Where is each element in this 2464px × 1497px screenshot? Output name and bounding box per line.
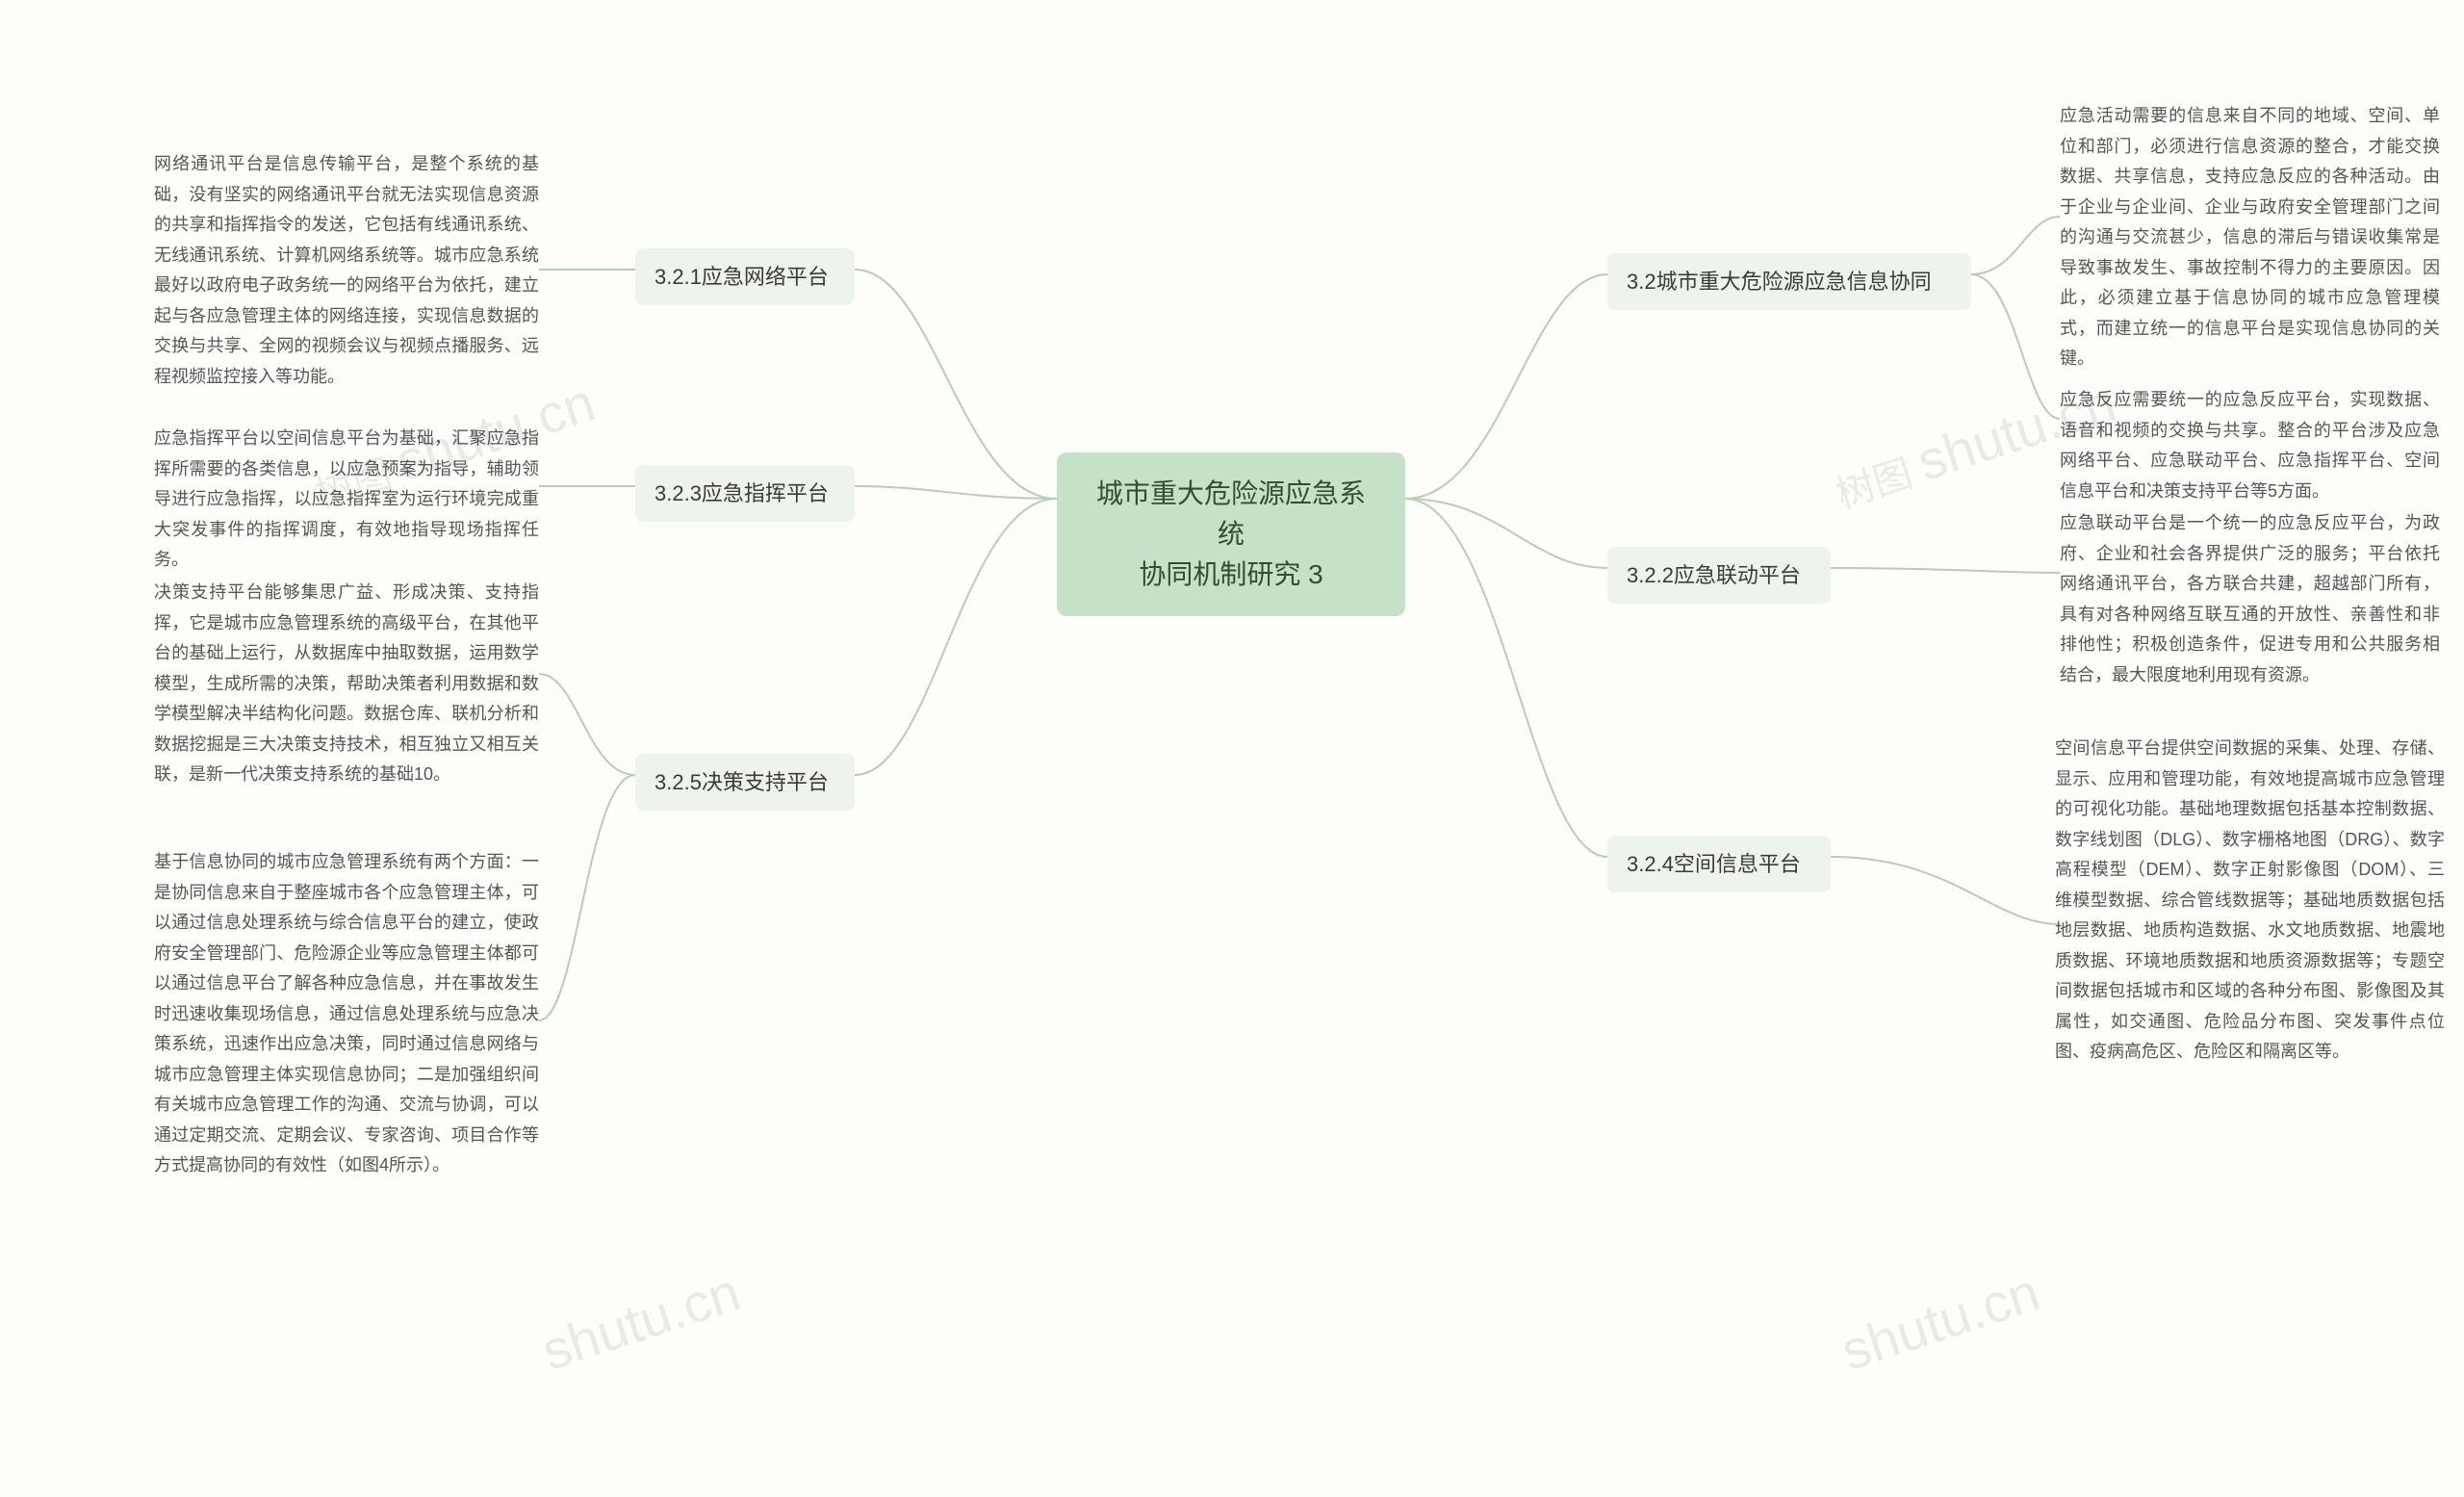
- branch-325-label: 3.2.5决策支持平台: [654, 770, 829, 794]
- leaf-322-0: 应急联动平台是一个统一的应急反应平台，为政府、企业和社会各界提供广泛的服务；平台…: [2060, 508, 2440, 690]
- leaf-325-0: 决策支持平台能够集思广益、形成决策、支持指挥，它是城市应急管理系统的高级平台，在…: [154, 578, 539, 790]
- leaf-324-0: 空间信息平台提供空间数据的采集、处理、存储、显示、应用和管理功能，有效地提高城市…: [2055, 734, 2445, 1068]
- branch-325[interactable]: 3.2.5决策支持平台: [635, 754, 855, 811]
- leaf-323-0: 应急指挥平台以空间信息平台为基础，汇聚应急指挥所需要的各类信息，以应急预案为指导…: [154, 424, 539, 576]
- branch-322-label: 3.2.2应急联动平台: [1627, 563, 1801, 587]
- leaf-321-0: 网络通讯平台是信息传输平台，是整个系统的基础，没有坚实的网络通讯平台就无法实现信…: [154, 149, 539, 392]
- branch-321[interactable]: 3.2.1应急网络平台: [635, 248, 855, 305]
- center-line2: 协同机制研究 3: [1139, 559, 1322, 589]
- branch-323[interactable]: 3.2.3应急指挥平台: [635, 465, 855, 522]
- branch-324-label: 3.2.4空间信息平台: [1627, 852, 1801, 876]
- leaf-32-1: 应急反应需要统一的应急反应平台，实现数据、语音和视频的交换与共享。整合的平台涉及…: [2060, 385, 2440, 506]
- branch-321-label: 3.2.1应急网络平台: [654, 265, 829, 289]
- leaf-325-1: 基于信息协同的城市应急管理系统有两个方面：一是协同信息来自于整座城市各个应急管理…: [154, 847, 539, 1181]
- center-line1: 城市重大危险源应急系统: [1096, 478, 1366, 549]
- branch-323-label: 3.2.3应急指挥平台: [654, 481, 829, 505]
- branch-32-label: 3.2城市重大危险源应急信息协同: [1627, 270, 1932, 294]
- leaf-32-0: 应急活动需要的信息来自不同的地域、空间、单位和部门，必须进行信息资源的整合，才能…: [2060, 101, 2440, 374]
- branch-324[interactable]: 3.2.4空间信息平台: [1607, 836, 1831, 892]
- branch-322[interactable]: 3.2.2应急联动平台: [1607, 547, 1831, 604]
- branch-32[interactable]: 3.2城市重大危险源应急信息协同: [1607, 253, 1971, 310]
- center-node[interactable]: 城市重大危险源应急系统 协同机制研究 3: [1057, 452, 1405, 616]
- watermark-4: shutu.cn: [1834, 1260, 2046, 1382]
- watermark-3: shutu.cn: [534, 1260, 747, 1382]
